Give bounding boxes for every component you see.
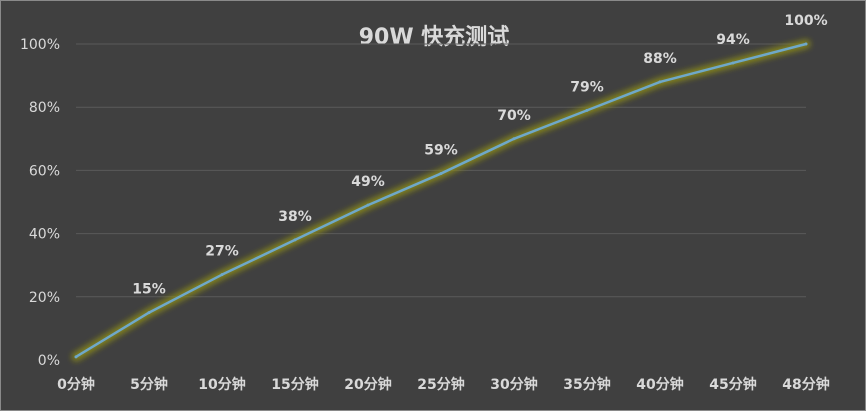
series-layer (71, 39, 811, 362)
data-point (512, 137, 516, 141)
data-labels: 15% 27% 38% 49% 59% 70% 79% 88% 94% 100% (132, 13, 827, 298)
series-line-glow (71, 39, 811, 362)
x-tick-label: 25分钟 (417, 376, 464, 393)
data-point (731, 61, 735, 65)
chart-title: 90W 快充测试 (359, 24, 510, 50)
data-label: 27% (205, 244, 239, 260)
data-label: 59% (424, 143, 458, 159)
data-point (147, 311, 151, 315)
y-axis-ticks: 0% 20% 40% 60% 80% 100% (20, 37, 60, 369)
x-tick-label: 48分钟 (782, 376, 829, 393)
x-tick-label: 20分钟 (344, 376, 391, 393)
data-point (585, 108, 589, 112)
y-tick-label: 100% (20, 37, 60, 53)
data-point (658, 80, 662, 84)
data-point (804, 42, 808, 46)
x-tick-label: 35分钟 (563, 376, 610, 393)
x-tick-label: 0分钟 (57, 376, 95, 393)
series-line (74, 42, 808, 359)
x-tick-label: 45分钟 (709, 376, 756, 393)
data-label: 100% (784, 13, 827, 29)
y-tick-label: 20% (29, 290, 60, 306)
x-tick-label: 30分钟 (490, 376, 537, 393)
data-label: 15% (132, 282, 166, 298)
data-label: 38% (278, 209, 312, 225)
data-label: 79% (570, 79, 604, 95)
data-label: 49% (351, 174, 385, 190)
x-tick-label: 10分钟 (198, 376, 245, 393)
data-point (220, 273, 224, 277)
y-tick-label: 60% (29, 163, 60, 179)
y-tick-label: 40% (29, 227, 60, 243)
x-tick-label: 15分钟 (271, 376, 318, 393)
data-label: 88% (643, 51, 677, 67)
x-tick-label: 5分钟 (130, 376, 168, 393)
data-label: 70% (497, 108, 531, 124)
data-point (366, 203, 370, 207)
data-point (293, 238, 297, 242)
x-tick-label: 40分钟 (636, 376, 683, 393)
y-tick-label: 0% (38, 353, 60, 369)
y-tick-label: 80% (29, 100, 60, 116)
data-point (439, 172, 443, 176)
data-point (74, 355, 78, 359)
data-label: 94% (716, 32, 750, 48)
x-axis-ticks: 0分钟 5分钟 10分钟 15分钟 20分钟 25分钟 30分钟 35分钟 40分钟 45分钟 48… (57, 376, 830, 393)
